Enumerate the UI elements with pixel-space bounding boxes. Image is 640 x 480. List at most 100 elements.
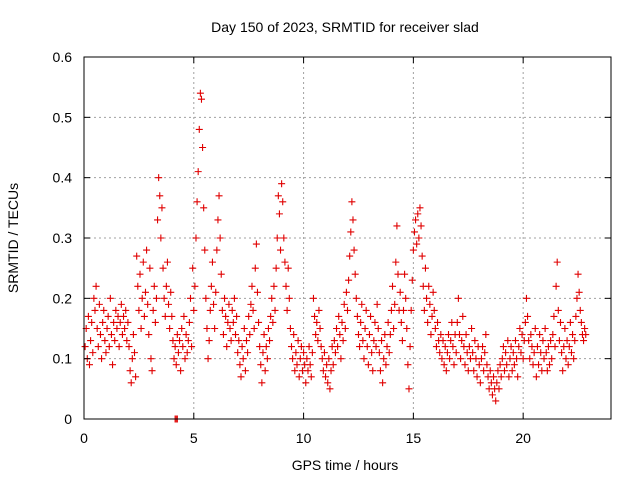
data-point	[434, 318, 442, 326]
data-point	[581, 325, 589, 332]
data-point	[191, 282, 199, 290]
data-point	[350, 246, 358, 254]
data-point	[447, 337, 455, 345]
data-point	[248, 282, 256, 290]
data-point	[413, 240, 421, 248]
data-point	[222, 312, 230, 320]
data-point	[469, 349, 477, 357]
data-point	[336, 331, 344, 339]
data-point	[510, 361, 518, 369]
data-point	[145, 331, 153, 339]
data-point	[92, 282, 100, 290]
data-point	[543, 367, 551, 375]
data-point	[393, 222, 401, 230]
data-point	[502, 349, 510, 357]
data-point	[123, 337, 131, 345]
data-point	[160, 294, 168, 302]
data-point	[115, 343, 123, 351]
data-point	[373, 300, 381, 308]
data-point	[327, 367, 335, 375]
data-point	[438, 355, 446, 363]
data-point	[260, 331, 268, 339]
data-point	[429, 288, 437, 296]
data-point	[304, 367, 312, 375]
data-point	[459, 312, 467, 320]
data-point	[110, 318, 118, 326]
chart-title: Day 150 of 2023, SRMTID for receiver sla…	[211, 19, 479, 35]
data-point	[335, 312, 343, 320]
data-point	[331, 349, 339, 357]
data-point	[98, 355, 106, 363]
data-point	[200, 204, 208, 212]
data-point	[165, 300, 173, 308]
data-point	[227, 337, 235, 345]
data-point	[261, 367, 269, 375]
y-tick-label: 0.4	[53, 170, 73, 186]
data-point	[476, 379, 484, 387]
data-point	[256, 343, 264, 351]
data-point	[143, 246, 151, 254]
data-point	[379, 379, 387, 387]
data-point	[359, 337, 367, 345]
data-point	[386, 331, 394, 339]
data-point	[374, 325, 382, 332]
data-point	[490, 373, 498, 381]
data-point	[358, 300, 366, 308]
data-point	[571, 337, 579, 345]
data-point	[565, 343, 573, 351]
data-point	[225, 300, 233, 308]
data-point	[576, 306, 584, 314]
data-point	[527, 331, 535, 339]
x-tick-label: 20	[515, 430, 531, 446]
data-point	[506, 355, 514, 363]
data-point	[410, 228, 418, 236]
data-point	[582, 331, 590, 339]
data-point	[479, 343, 487, 351]
data-point	[471, 337, 479, 345]
data-point	[461, 361, 469, 369]
data-point	[149, 306, 157, 314]
data-point	[360, 355, 368, 363]
data-point	[329, 361, 337, 369]
data-point	[442, 367, 450, 375]
data-point	[437, 331, 445, 339]
data-point	[94, 343, 102, 351]
data-point	[232, 331, 240, 339]
data-point	[286, 325, 294, 332]
data-point	[432, 343, 440, 351]
data-point	[423, 294, 431, 302]
data-point	[389, 282, 397, 290]
data-point	[501, 367, 509, 375]
data-point	[505, 373, 513, 381]
data-point	[517, 349, 525, 357]
data-point	[247, 300, 255, 308]
data-point	[354, 331, 362, 339]
data-point	[233, 312, 241, 320]
data-point	[356, 343, 364, 351]
data-point	[574, 270, 582, 278]
data-point	[427, 331, 435, 339]
data-point	[547, 337, 555, 345]
data-point	[213, 246, 221, 254]
data-point	[563, 337, 571, 345]
data-point	[531, 325, 539, 332]
data-point	[457, 355, 465, 363]
data-point	[104, 312, 112, 320]
data-point	[267, 312, 275, 320]
data-point	[365, 331, 373, 339]
data-point	[513, 355, 521, 363]
data-point	[533, 343, 541, 351]
data-point	[320, 349, 328, 357]
data-point	[530, 349, 538, 357]
data-point	[236, 361, 244, 369]
data-point	[296, 355, 304, 363]
data-point	[138, 294, 146, 302]
data-point	[246, 331, 254, 339]
data-point	[305, 343, 313, 351]
data-point	[245, 312, 253, 320]
data-point	[515, 343, 523, 351]
data-point	[204, 355, 212, 363]
data-point	[111, 337, 119, 345]
data-point	[436, 349, 444, 357]
data-point	[226, 325, 234, 332]
